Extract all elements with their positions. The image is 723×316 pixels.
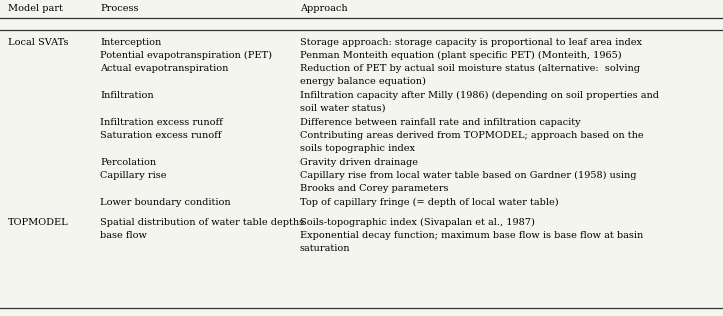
Text: soil water status): soil water status) <box>300 104 385 113</box>
Text: Gravity driven drainage: Gravity driven drainage <box>300 158 418 167</box>
Text: Spatial distribution of water table depths: Spatial distribution of water table dept… <box>100 218 304 227</box>
Text: Potential evapotranspiration (PET): Potential evapotranspiration (PET) <box>100 51 272 60</box>
Text: Local SVATs: Local SVATs <box>8 38 69 47</box>
Text: Contributing areas derived from TOPMODEL; approach based on the: Contributing areas derived from TOPMODEL… <box>300 131 643 140</box>
Text: Exponential decay function; maximum base flow is base flow at basin: Exponential decay function; maximum base… <box>300 231 643 240</box>
Text: Penman Monteith equation (plant specific PET) (Monteith, 1965): Penman Monteith equation (plant specific… <box>300 51 622 60</box>
Text: Reduction of PET by actual soil moisture status (alternative:  solving: Reduction of PET by actual soil moisture… <box>300 64 640 73</box>
Text: Infiltration: Infiltration <box>100 91 153 100</box>
Text: Lower boundary condition: Lower boundary condition <box>100 198 231 207</box>
Text: Approach: Approach <box>300 4 348 13</box>
Text: Process: Process <box>100 4 139 13</box>
Text: TOPMODEL: TOPMODEL <box>8 218 69 227</box>
Text: Infiltration capacity after Milly (1986) (depending on soil properties and: Infiltration capacity after Milly (1986)… <box>300 91 659 100</box>
Text: energy balance equation): energy balance equation) <box>300 77 426 86</box>
Text: Interception: Interception <box>100 38 161 47</box>
Text: Capillary rise: Capillary rise <box>100 171 166 180</box>
Text: Difference between rainfall rate and infiltration capacity: Difference between rainfall rate and inf… <box>300 118 581 127</box>
Text: Soils-topographic index (Sivapalan et al., 1987): Soils-topographic index (Sivapalan et al… <box>300 218 535 227</box>
Text: Actual evapotranspiration: Actual evapotranspiration <box>100 64 228 73</box>
Text: Percolation: Percolation <box>100 158 156 167</box>
Text: Saturation excess runoff: Saturation excess runoff <box>100 131 221 140</box>
Text: Storage approach: storage capacity is proportional to leaf area index: Storage approach: storage capacity is pr… <box>300 38 642 47</box>
Text: soils topographic index: soils topographic index <box>300 144 415 153</box>
Text: Infiltration excess runoff: Infiltration excess runoff <box>100 118 223 127</box>
Text: Brooks and Corey parameters: Brooks and Corey parameters <box>300 184 448 193</box>
Text: saturation: saturation <box>300 244 351 253</box>
Text: Top of capillary fringe (= depth of local water table): Top of capillary fringe (= depth of loca… <box>300 198 559 207</box>
Text: Capillary rise from local water table based on Gardner (1958) using: Capillary rise from local water table ba… <box>300 171 636 180</box>
Text: Model part: Model part <box>8 4 63 13</box>
Text: base flow: base flow <box>100 231 147 240</box>
